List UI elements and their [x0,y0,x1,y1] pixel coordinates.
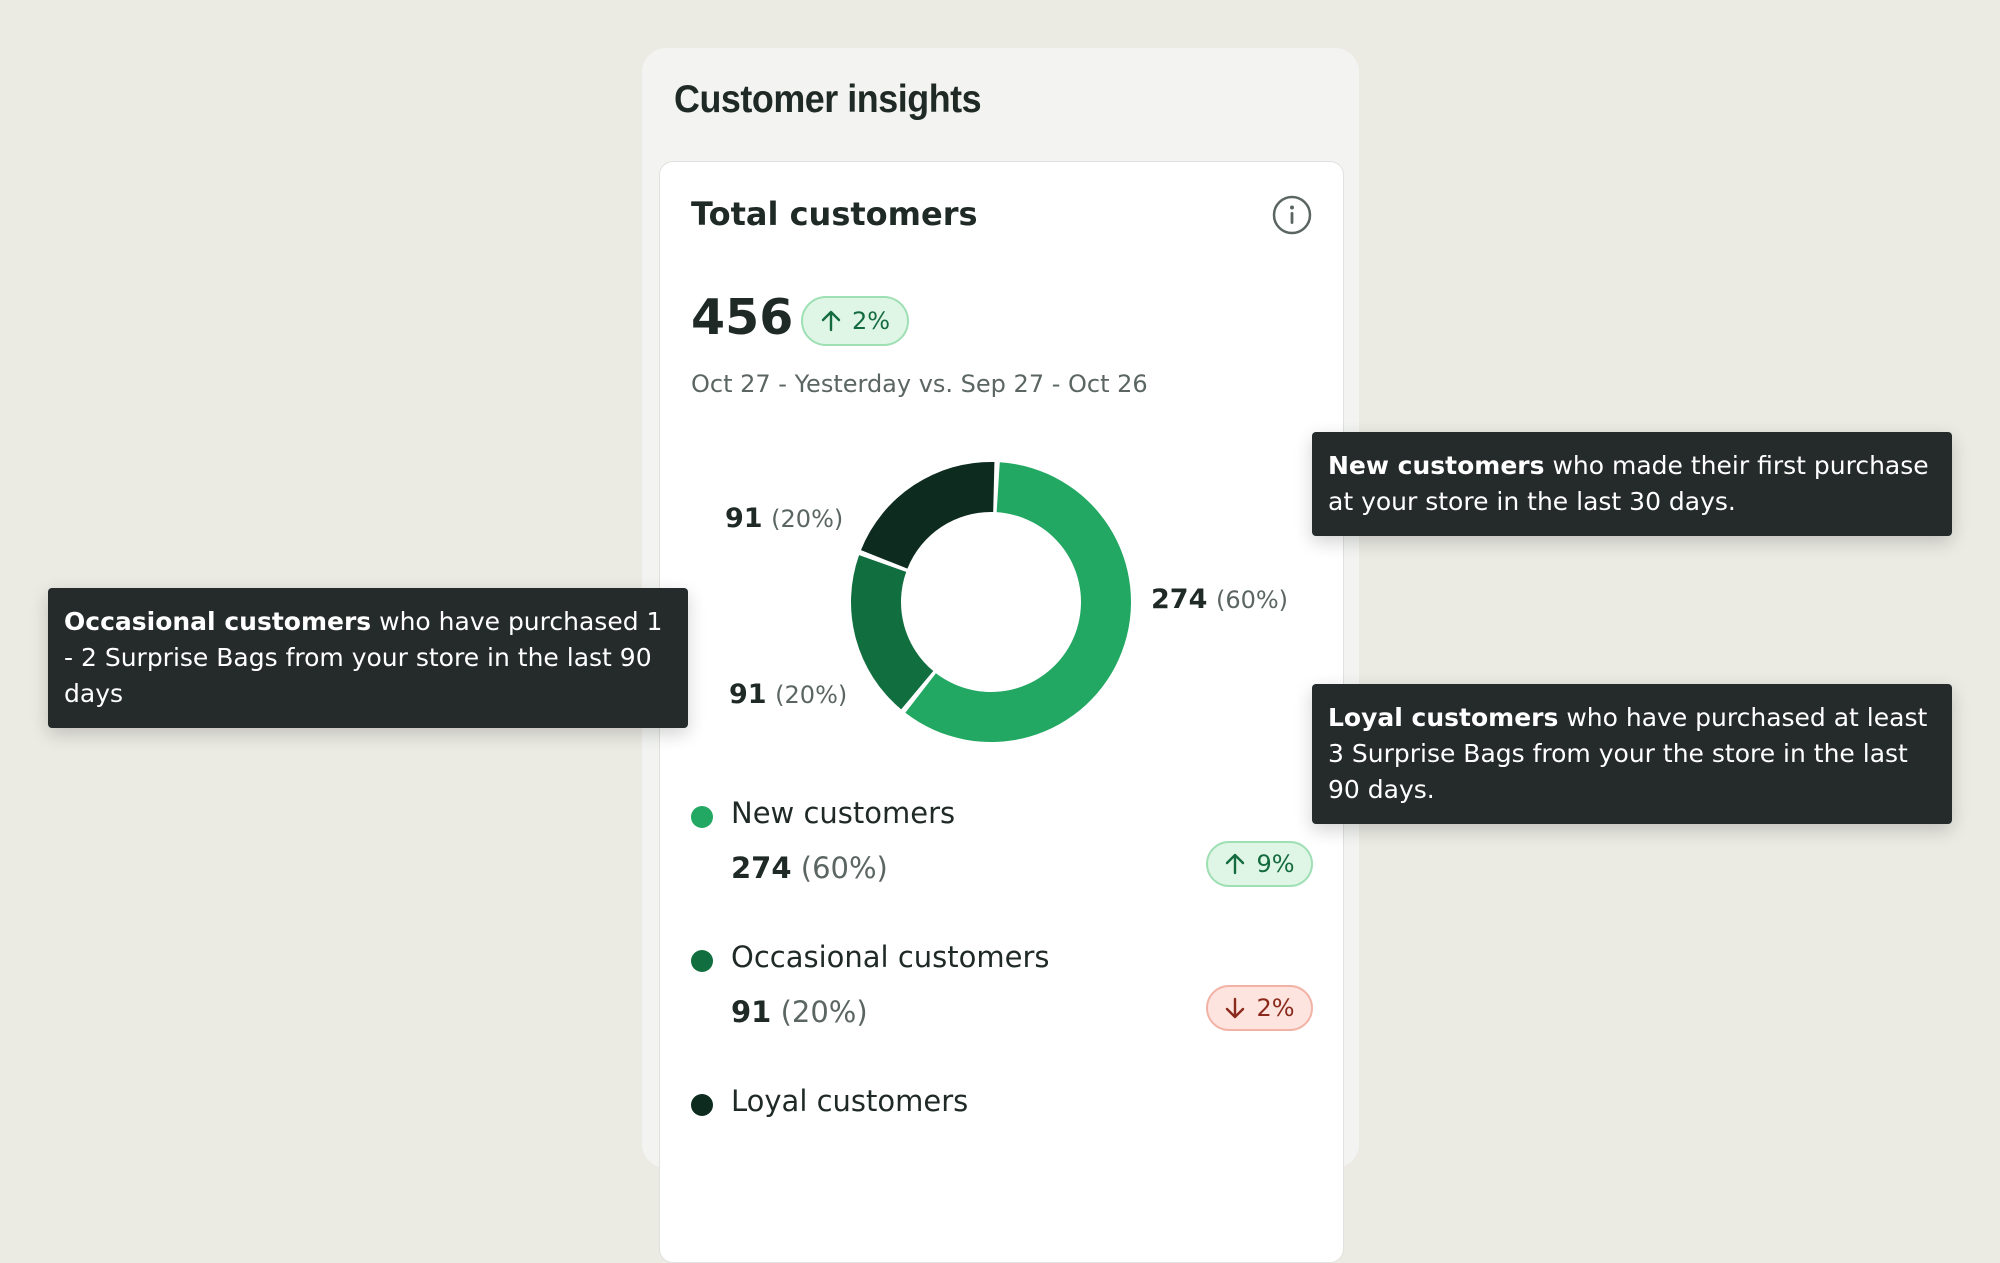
legend-dot-new [691,806,713,828]
tooltip-loyal-text: who have purchased at least 3 Surprise B… [1328,703,1928,804]
new-change-badge: 9% [1206,841,1313,887]
donut-label-new-value: 274 [1151,584,1208,615]
donut-segment-occasional[interactable] [851,555,934,710]
donut-label-loyal: 91 (20%) [725,503,843,534]
legend-name-loyal: Loyal customers [731,1084,969,1118]
donut-label-occasional-value: 91 [729,679,767,710]
total-change-badge: 2% [801,296,909,346]
customer-insights-panel: Customer insights Total customers 456 2%… [642,48,1359,1263]
occasional-change-badge: 2% [1206,985,1313,1031]
legend-value-new: 274 (60%) [731,851,888,885]
tooltip-loyal-bold: Loyal customers [1328,703,1559,732]
customer-donut-chart [851,462,1131,742]
legend-pct-occasional: (20%) [780,995,868,1029]
tooltip-occasional-text: who have purchased 1 - 2 Surprise Bags f… [64,607,663,708]
tooltip-new-bold: New customers [1328,451,1545,480]
tooltip-new-text: who made their first purchase at your st… [1328,451,1929,516]
total-customers-value: 456 [691,289,794,346]
donut-label-new-pct: (60%) [1215,586,1289,614]
donut-label-occasional: 91 (20%) [729,679,847,710]
total-customers-card: Total customers 456 2% Oct 27 - Yesterda… [659,161,1344,1263]
donut-segment-new[interactable] [905,462,1131,742]
date-range: Oct 27 - Yesterday vs. Sep 27 - Oct 26 [691,370,1148,398]
card-title: Total customers [691,195,978,233]
info-icon[interactable] [1271,194,1313,236]
donut-label-occasional-pct: (20%) [775,681,848,709]
legend-value-occasional: 91 (20%) [731,995,868,1029]
arrow-down-icon [1226,997,1245,1019]
donut-label-loyal-value: 91 [725,503,763,534]
total-change-value: 2% [851,307,891,335]
legend-name-new: New customers [731,796,956,830]
legend-dot-occasional [691,950,713,972]
tooltip-new-customers: New customers who made their first purch… [1312,432,1952,536]
legend-count-new: 274 [731,851,792,885]
panel-title: Customer insights [674,78,982,121]
new-change-value: 9% [1256,850,1295,878]
donut-label-new: 274 (60%) [1151,584,1288,615]
donut-label-loyal-pct: (20%) [771,505,844,533]
arrow-up-icon [821,310,841,332]
occasional-change-value: 2% [1256,994,1295,1022]
tooltip-occasional-customers: Occasional customers who have purchased … [48,588,688,728]
arrow-up-icon [1226,853,1245,875]
donut-segment-loyal[interactable] [860,462,995,569]
legend-pct-new: (60%) [800,851,888,885]
tooltip-loyal-customers: Loyal customers who have purchased at le… [1312,684,1952,824]
legend-name-occasional: Occasional customers [731,940,1050,974]
tooltip-occasional-bold: Occasional customers [64,607,372,636]
legend-count-occasional: 91 [731,995,772,1029]
legend-dot-loyal [691,1094,713,1116]
